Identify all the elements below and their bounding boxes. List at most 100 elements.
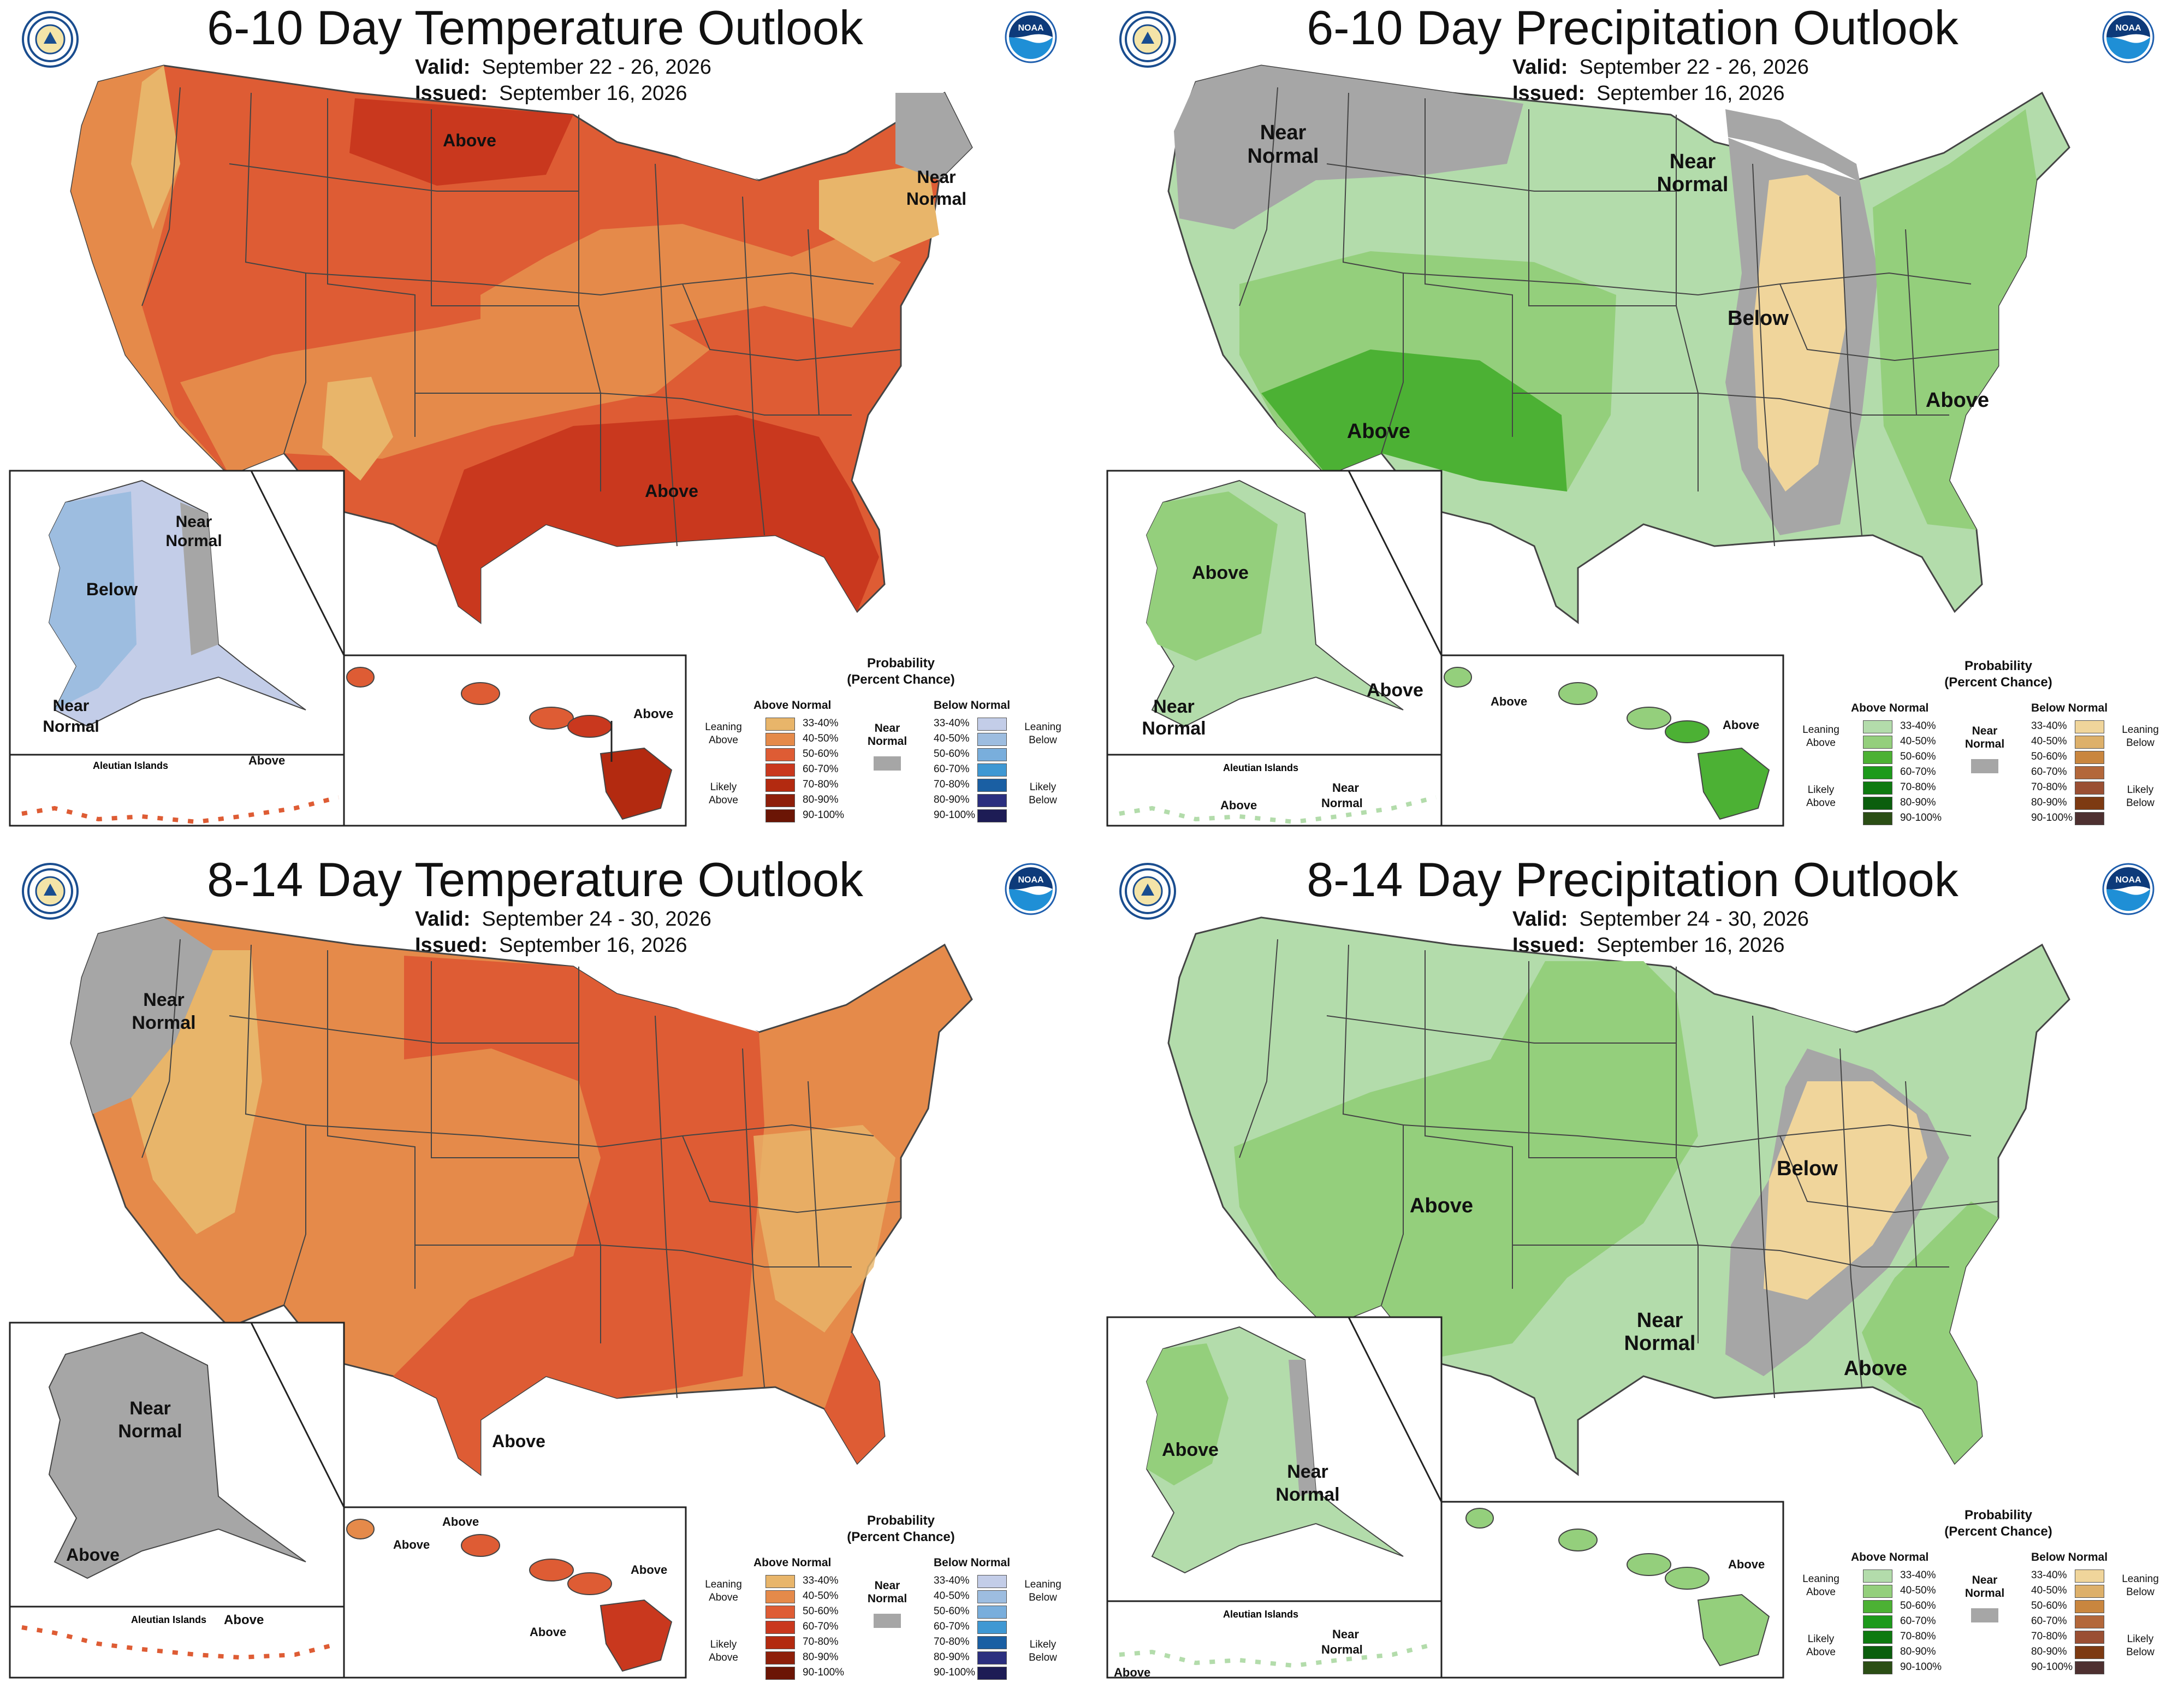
svg-text:Aleutian Islands: Aleutian Islands — [1223, 1609, 1298, 1620]
svg-text:Above: Above — [393, 1538, 430, 1551]
svg-text:Near: Near — [1332, 1627, 1359, 1641]
ak-label-near-sw: Near — [53, 697, 90, 715]
panel-temp-610: NOAA 6-10 Day Temperature Outlook Valid:… — [0, 0, 1070, 830]
state-borders — [141, 87, 901, 547]
aleutian-label: Aleutian Islands — [93, 760, 168, 771]
nw-leaning-zone — [131, 66, 180, 229]
map-label-near-ne: Near — [917, 167, 956, 187]
valid-dates: Valid: September 22 - 26, 2026 — [1512, 56, 1809, 79]
central-above-zone — [393, 956, 764, 1474]
new-england-near-normal — [895, 93, 972, 180]
svg-text:Normal: Normal — [1275, 1484, 1339, 1505]
map-label-above-south: Above — [645, 481, 698, 501]
panel-precip-814: NOAA 8-14 Day Precipitation Outlook Vali… — [1097, 852, 2168, 1682]
northwest-near-normal — [1174, 66, 1523, 229]
west-coast-zone — [71, 66, 229, 475]
svg-text:Normal: Normal — [1321, 796, 1363, 810]
central-above-zone — [1234, 961, 1698, 1360]
svg-text:NOAA: NOAA — [1018, 23, 1044, 33]
temperature-map: Near Normal Above Near Normal Above Aleu… — [9, 916, 973, 1679]
commerce-seal-icon — [1119, 11, 1176, 68]
legend-below-header: Below Normal — [934, 699, 1011, 712]
legend-temp-610: Probability (Percent Chance) Above Normal… — [704, 655, 1070, 830]
noaa-logo-icon: NOAA — [1005, 863, 1057, 915]
svg-text:Above: Above — [1367, 680, 1423, 701]
ak-label-normal-sw: Normal — [43, 718, 99, 736]
southeast-above-zone — [1862, 1201, 1998, 1464]
svg-text:Near: Near — [1637, 1309, 1683, 1332]
svg-text:Normal: Normal — [1142, 718, 1206, 739]
northern-plains-likely-above — [349, 98, 573, 186]
midwest-below — [1753, 175, 1845, 491]
commerce-seal-icon — [22, 863, 79, 920]
svg-text:Above: Above — [1114, 1666, 1150, 1679]
svg-text:Above: Above — [631, 1563, 667, 1577]
map-label-above-sw: Above — [1347, 420, 1410, 443]
southwest-above-core — [1261, 350, 1567, 491]
svg-text:NOAA: NOAA — [2115, 23, 2141, 33]
commerce-seal-icon — [1119, 863, 1176, 920]
aleutian-above-label: Above — [248, 754, 285, 767]
aleutian-inset-frame — [9, 754, 345, 827]
panel-title: 8-14 Day Temperature Outlook — [207, 852, 863, 907]
svg-text:Normal: Normal — [132, 1012, 195, 1033]
hawaii-above-label: Above — [633, 707, 673, 721]
svg-text:Normal: Normal — [1321, 1643, 1363, 1656]
noaa-logo-icon: NOAA — [1005, 11, 1057, 63]
svg-text:Above: Above — [224, 1613, 264, 1627]
svg-text:NOAA: NOAA — [1018, 875, 1044, 885]
svg-text:Above: Above — [1491, 695, 1527, 708]
svg-text:Above: Above — [1410, 1194, 1473, 1217]
precipitation-map: Near Normal Near Normal Below Above Abov… — [1106, 64, 2070, 827]
northwest-near-normal — [71, 917, 213, 1114]
svg-text:Above: Above — [1728, 1557, 1765, 1571]
map-label-near-mw: Near — [1670, 150, 1716, 173]
temperature-map: Above Above Near Normal Near Normal Belo… — [9, 64, 973, 827]
map-label-normal-ne: Normal — [906, 189, 966, 209]
noaa-logo-icon: NOAA — [2102, 863, 2155, 915]
panel-title: 8-14 Day Precipitation Outlook — [1307, 852, 1959, 907]
svg-text:Aleutian Islands: Aleutian Islands — [1223, 762, 1298, 773]
map-label-above-north: Above — [443, 131, 496, 150]
valid-dates: Valid: September 24 - 30, 2026 — [415, 908, 711, 931]
panel-temp-814: NOAA 8-14 Day Temperature Outlook Valid:… — [0, 852, 1070, 1682]
legend-title: Probability (Percent Chance) — [847, 656, 955, 687]
svg-text:Normal: Normal — [1624, 1332, 1696, 1355]
commerce-seal-icon — [22, 11, 79, 68]
legend-precip-814: Probability (Percent Chance) Above Normal… — [1802, 1507, 2168, 1682]
ak-label-normal: Normal — [165, 532, 222, 550]
svg-text:Above: Above — [66, 1545, 120, 1565]
panel-precip-610: NOAA 6-10 Day Precipitation Outlook Vali… — [1097, 0, 2168, 830]
legend-precip-610: Probability (Percent Chance) Above Normal… — [1802, 658, 2168, 830]
svg-text:Above: Above — [530, 1625, 566, 1639]
precipitation-map: Above Below Near Normal Above Above Near… — [1106, 916, 2070, 1679]
map-label-above-east: Above — [1926, 389, 1989, 412]
svg-text:Above: Above — [1192, 562, 1249, 583]
valid-dates: Valid: September 24 - 30, 2026 — [1512, 908, 1809, 931]
svg-text:Above: Above — [492, 1431, 545, 1451]
great-lakes — [628, 137, 759, 180]
ak-label-near: Near — [176, 513, 212, 531]
hawaii-big-island — [600, 747, 673, 820]
svg-text:Above: Above — [1220, 798, 1257, 812]
panel-title: 6-10 Day Temperature Outlook — [207, 1, 863, 55]
svg-text:Above: Above — [442, 1515, 479, 1529]
svg-text:Near: Near — [1287, 1461, 1328, 1482]
svg-text:Normal: Normal — [118, 1421, 182, 1442]
issued-date: Issued: September 16, 2026 — [415, 934, 687, 957]
svg-text:Above: Above — [1723, 718, 1759, 732]
svg-text:Above: Above — [1162, 1440, 1219, 1460]
east-leaning-zone — [753, 1125, 895, 1332]
svg-text:Near: Near — [1332, 781, 1359, 795]
map-label-below: Below — [1728, 307, 1789, 330]
svg-text:Below: Below — [1777, 1157, 1838, 1180]
ak-label-below: Below — [86, 579, 138, 599]
svg-text:Near: Near — [1153, 696, 1195, 717]
valid-dates: Valid: September 22 - 26, 2026 — [415, 56, 711, 79]
east-above-zone — [1873, 109, 2037, 530]
svg-text:NOAA: NOAA — [2115, 875, 2141, 885]
svg-text:Near: Near — [143, 990, 185, 1010]
map-label-near-nw: Near — [1260, 121, 1307, 144]
legend-temp-814: Probability (Percent Chance) Above Normal… — [704, 1513, 1070, 1682]
noaa-logo-icon: NOAA — [2102, 11, 2155, 63]
